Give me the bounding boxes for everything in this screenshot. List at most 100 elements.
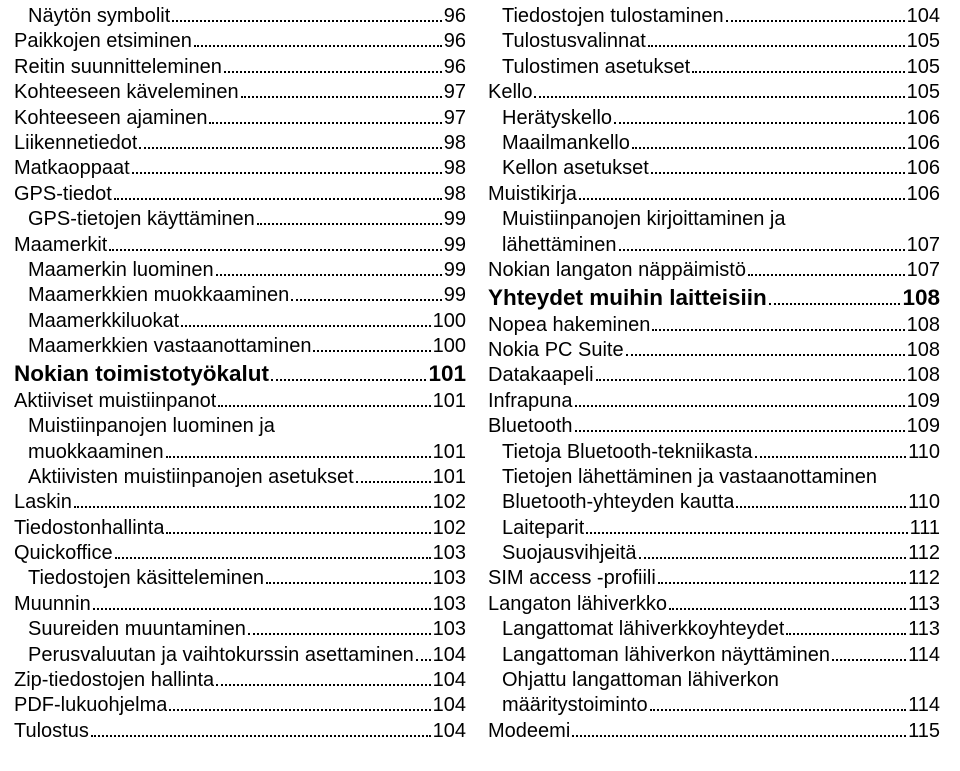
toc-page: 106	[907, 106, 940, 131]
toc-page: 104	[907, 4, 940, 29]
toc-leader	[575, 394, 905, 407]
toc-label: Perusvaluutan ja vaihtokurssin asettamin…	[28, 643, 414, 668]
toc-label: Tulostimen asetukset	[502, 55, 690, 80]
toc-entry: Maamerkin luominen99	[14, 258, 466, 283]
toc-label: Nopea hakeminen	[488, 313, 650, 338]
toc-page: 99	[444, 233, 466, 258]
toc-page: 97	[444, 106, 466, 131]
toc-label: Muistikirja	[488, 182, 577, 207]
toc-label: Maamerkit	[14, 233, 107, 258]
toc-page: 113	[908, 617, 940, 642]
toc-page: 108	[907, 313, 940, 338]
toc-page: 105	[907, 80, 940, 105]
toc-entry: GPS-tietojen käyttäminen99	[14, 207, 466, 232]
toc-leader	[169, 698, 430, 711]
toc-label: Muistiinpanojen kirjoittaminen ja	[502, 207, 940, 232]
toc-page: 106	[907, 131, 940, 156]
toc-page: 113	[908, 592, 940, 617]
toc-label: Aktiiviset muistiinpanot	[14, 389, 216, 414]
toc-label: Tiedostonhallinta	[14, 516, 164, 541]
toc-entry: Nokia PC Suite108	[488, 338, 940, 363]
toc-entry: Aktiiviset muistiinpanot 101	[14, 389, 466, 414]
toc-page: 114	[908, 643, 940, 668]
toc-entry: Tiedostojen käsitteleminen 103	[14, 566, 466, 591]
toc-label: Kellon asetukset	[502, 156, 649, 181]
toc-entry: Langattoman lähiverkon näyttäminen114	[488, 643, 940, 668]
toc-page: 99	[444, 207, 466, 232]
toc-label: Langattomat lähiverkkoyhteydet	[502, 617, 784, 642]
toc-page: 98	[444, 131, 466, 156]
toc-label: Quickoffice	[14, 541, 113, 566]
toc-page: 105	[907, 55, 940, 80]
toc-page: 109	[907, 414, 940, 439]
toc-entry: Tietojen lähettäminen ja vastaanottamine…	[488, 465, 940, 516]
toc-leader	[586, 521, 907, 534]
toc-leader	[218, 394, 430, 407]
toc-leader	[194, 34, 442, 47]
toc-page: 96	[444, 29, 466, 54]
toc-label: Liikennetiedot	[14, 131, 137, 156]
toc-page: 100	[433, 309, 466, 334]
toc-leader	[736, 495, 906, 508]
toc-leader	[248, 622, 431, 635]
toc-page: 103	[433, 617, 466, 642]
toc-leader	[209, 111, 441, 124]
toc-entry: Infrapuna109	[488, 389, 940, 414]
toc-leader	[271, 367, 426, 381]
toc-leader	[115, 546, 431, 559]
toc-label: Yhteydet muihin laitteisiin	[488, 283, 767, 312]
toc-entry: Aktiivisten muistiinpanojen asetukset101	[14, 465, 466, 490]
toc-label: Maailmankello	[502, 131, 630, 156]
toc-entry: Zip-tiedostojen hallinta104	[14, 668, 466, 693]
toc-label: Näytön symbolit	[28, 4, 170, 29]
toc-entry: Muistikirja106	[488, 182, 940, 207]
toc-leader	[669, 597, 906, 610]
toc-label: Kohteeseen käveleminen	[14, 80, 239, 105]
toc-leader	[692, 60, 904, 73]
toc-label: Tietojen lähettäminen ja vastaanottamine…	[502, 465, 940, 490]
toc-leader	[266, 571, 431, 584]
toc-leader	[132, 161, 442, 174]
toc-label: Zip-tiedostojen hallinta	[14, 668, 214, 693]
toc-entry: Tiedostonhallinta102	[14, 516, 466, 541]
toc-leader	[181, 314, 430, 327]
toc-entry: Tulostusvalinnat105	[488, 29, 940, 54]
toc-entry: PDF-lukuohjelma104	[14, 693, 466, 718]
toc-entry: Bluetooth 109	[488, 414, 940, 439]
toc-page: 112	[908, 541, 940, 566]
toc-page: 99	[444, 258, 466, 283]
toc-leader	[658, 571, 906, 584]
toc-leader	[114, 187, 442, 200]
toc-entry: Perusvaluutan ja vaihtokurssin asettamin…	[14, 643, 466, 668]
toc-leader	[172, 9, 441, 22]
toc-entry: Muistiinpanojen kirjoittaminen jalähettä…	[488, 207, 940, 258]
toc-label: Bluetooth	[488, 414, 573, 439]
toc-leader	[241, 85, 442, 98]
toc-entry: Yhteydet muihin laitteisiin108	[488, 283, 940, 312]
toc-label: Nokia PC Suite	[488, 338, 624, 363]
toc-label: Tiedostojen käsitteleminen	[28, 566, 264, 591]
toc-entry: Tulostus104	[14, 719, 466, 744]
toc-page: 105	[907, 29, 940, 54]
toc-label: Maamerkkiluokat	[28, 309, 179, 334]
toc-leader	[652, 318, 904, 331]
toc-entry: Tulostimen asetukset 105	[488, 55, 940, 80]
toc-leader	[748, 263, 905, 276]
toc-leader	[216, 263, 442, 276]
toc-leader	[832, 648, 906, 661]
toc-page: 103	[433, 566, 466, 591]
toc-leader	[109, 238, 441, 251]
toc-entry: Tiedostojen tulostaminen104	[488, 4, 940, 29]
toc-entry: Maamerkit 99	[14, 233, 466, 258]
toc-label: Maamerkkien vastaanottaminen	[28, 334, 311, 359]
toc-label: Nokian langaton näppäimistö	[488, 258, 746, 283]
toc-leader	[726, 9, 905, 22]
toc-leader	[313, 339, 430, 352]
toc-page: 98	[444, 182, 466, 207]
toc-page: 101	[433, 389, 466, 414]
toc-label: Datakaapeli	[488, 363, 594, 388]
toc-label: Infrapuna	[488, 389, 573, 414]
toc-leader	[91, 724, 431, 737]
toc-label: lähettäminen	[502, 233, 617, 258]
toc-leader	[579, 187, 905, 200]
